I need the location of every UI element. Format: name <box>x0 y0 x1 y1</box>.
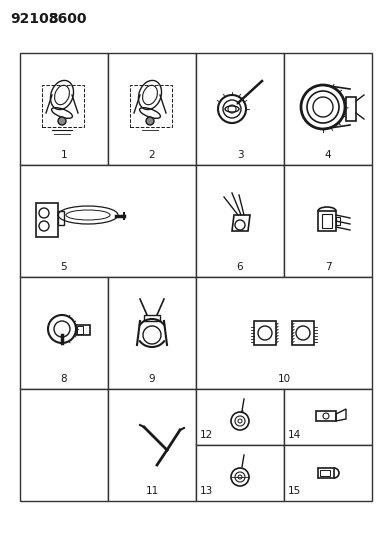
Bar <box>284 445 372 501</box>
Bar <box>292 321 314 345</box>
Bar <box>254 321 276 345</box>
Bar <box>346 97 356 121</box>
Bar <box>108 389 196 501</box>
Bar <box>284 165 372 277</box>
Bar <box>58 211 64 225</box>
Bar <box>318 211 336 231</box>
Text: 8: 8 <box>61 374 67 384</box>
Bar <box>284 389 372 445</box>
Text: 15: 15 <box>287 486 301 496</box>
Bar <box>130 85 172 127</box>
Text: 12: 12 <box>200 430 213 440</box>
Bar <box>322 214 332 228</box>
Bar <box>196 389 284 445</box>
Circle shape <box>58 117 66 125</box>
Text: 3: 3 <box>237 150 243 160</box>
Bar <box>42 85 84 127</box>
Bar <box>108 53 196 165</box>
Bar <box>20 53 108 165</box>
Text: 9: 9 <box>149 374 155 384</box>
Bar <box>196 53 284 165</box>
Text: 4: 4 <box>325 150 331 160</box>
Bar <box>20 165 196 277</box>
Bar <box>196 165 284 277</box>
Bar <box>77 326 83 334</box>
Bar <box>76 325 90 335</box>
Text: 13: 13 <box>200 486 213 496</box>
Text: 2: 2 <box>149 150 155 160</box>
Text: 5: 5 <box>61 262 67 272</box>
Text: 6: 6 <box>237 262 243 272</box>
Bar <box>336 217 340 225</box>
Text: 14: 14 <box>287 430 301 440</box>
Bar <box>284 53 372 165</box>
Bar <box>196 445 284 501</box>
Bar <box>196 277 372 389</box>
Bar <box>144 315 160 321</box>
Text: 92108: 92108 <box>10 12 58 26</box>
Bar <box>318 468 334 478</box>
Bar <box>20 277 108 389</box>
Bar <box>320 470 330 476</box>
Bar <box>20 389 108 501</box>
Text: 3600: 3600 <box>48 12 86 26</box>
Text: 10: 10 <box>277 374 291 384</box>
Text: 1: 1 <box>61 150 67 160</box>
Bar <box>316 411 336 421</box>
Text: 11: 11 <box>145 486 159 496</box>
Bar <box>108 277 196 389</box>
Bar <box>36 203 58 237</box>
Text: 7: 7 <box>325 262 331 272</box>
Circle shape <box>146 117 154 125</box>
